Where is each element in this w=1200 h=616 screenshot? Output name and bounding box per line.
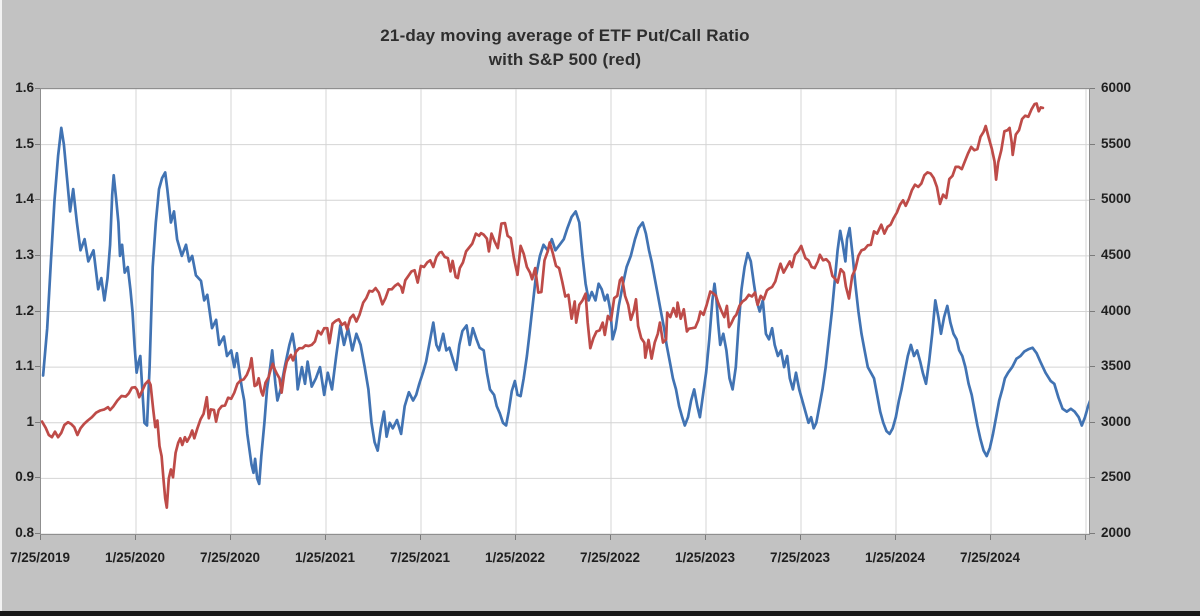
x-axis-tick-mark — [135, 535, 136, 540]
x-axis-tick-label: 7/25/2022 — [579, 550, 641, 565]
x-axis-tick-mark — [610, 535, 611, 540]
y-right-tick-label: 5500 — [1101, 135, 1132, 151]
y-left-tick-label: 1.6 — [15, 80, 34, 95]
chart-title-line2: with S&P 500 (red) — [488, 50, 642, 69]
y-right-tick-mark — [1090, 477, 1095, 478]
x-axis-tick-mark — [895, 535, 896, 540]
x-axis-tick-mark — [800, 535, 801, 540]
y-right-tick-mark — [1090, 366, 1095, 367]
y-right-tick-label: 4000 — [1101, 302, 1132, 318]
x-axis-tick-label: 7/25/2020 — [199, 550, 261, 565]
chart-title-line1: 21-day moving average of ETF Put/Call Ra… — [380, 26, 750, 45]
y-right-tick-label: 4500 — [1101, 246, 1132, 262]
y-left-tick-label: 1.1 — [15, 358, 34, 374]
y-left-tick-label: 1.5 — [15, 135, 34, 151]
y-right-tick-mark — [1090, 533, 1095, 534]
x-axis-tick-label: 1/25/2021 — [294, 550, 356, 565]
x-axis-tick-mark — [990, 535, 991, 540]
y-right-tick-label: 6000 — [1101, 80, 1132, 95]
y-right-tick-label: 5000 — [1101, 191, 1132, 207]
y-right-tick-label: 3000 — [1101, 413, 1132, 429]
y-left-tick-mark — [35, 422, 40, 423]
series-line-sp500 — [41, 102, 1045, 509]
x-axis-tick-mark — [420, 535, 421, 540]
y-right-tick-label: 2000 — [1101, 525, 1132, 540]
y-right-tick-mark — [1090, 255, 1095, 256]
chart-title: 21-day moving average of ETF Put/Call Ra… — [0, 24, 1130, 72]
x-axis-tick-label: 1/25/2024 — [864, 550, 926, 565]
y-right-tick-label: 2500 — [1101, 469, 1132, 485]
x-axis-tick-label: 1/25/2022 — [484, 550, 546, 565]
y-left-tick-label: 1 — [26, 413, 34, 429]
x-axis-tick-label: 1/25/2020 — [104, 550, 166, 565]
x-axis-tick-label: 7/25/2023 — [769, 550, 831, 565]
x-axis-tick-label: 7/25/2019 — [9, 550, 71, 565]
x-axis-tick-label: 7/25/2024 — [959, 550, 1021, 565]
x-axis-tick-mark — [515, 535, 516, 540]
y-right-tick-mark — [1090, 199, 1095, 200]
y-left-tick-mark — [35, 255, 40, 256]
x-axis-tick-mark — [40, 535, 41, 540]
y-left-tick-label: 0.8 — [15, 525, 34, 540]
series-line-put-call-ratio — [41, 126, 1089, 486]
screen-bottom-border — [0, 611, 1200, 616]
x-axis-tick-mark — [325, 535, 326, 540]
x-axis-tick-label: 7/25/2021 — [389, 550, 451, 565]
y-left-tick-label: 1.2 — [15, 302, 34, 318]
y-left-tick-label: 1.4 — [15, 191, 34, 207]
y-left-tick-mark — [35, 477, 40, 478]
y-left-tick-label: 0.9 — [15, 469, 34, 485]
y-left-tick-mark — [35, 199, 40, 200]
y-right-tick-mark — [1090, 422, 1095, 423]
x-axis-tick-mark — [705, 535, 706, 540]
plot-svg — [41, 89, 1089, 534]
y-right-tick-mark — [1090, 88, 1095, 89]
plot-area — [40, 88, 1090, 535]
screen-left-edge — [0, 0, 2, 616]
y-left-tick-mark — [35, 144, 40, 145]
x-axis-tick-label: 1/25/2023 — [674, 550, 736, 565]
y-left-tick-label: 1.3 — [15, 246, 34, 262]
y-right-tick-mark — [1090, 311, 1095, 312]
x-axis-tick-mark — [1085, 535, 1086, 540]
y-left-tick-mark — [35, 533, 40, 534]
y-left-tick-mark — [35, 88, 40, 89]
y-left-tick-mark — [35, 366, 40, 367]
x-axis-tick-mark — [230, 535, 231, 540]
y-right-tick-mark — [1090, 144, 1095, 145]
y-left-tick-mark — [35, 311, 40, 312]
y-right-tick-label: 3500 — [1101, 358, 1132, 374]
